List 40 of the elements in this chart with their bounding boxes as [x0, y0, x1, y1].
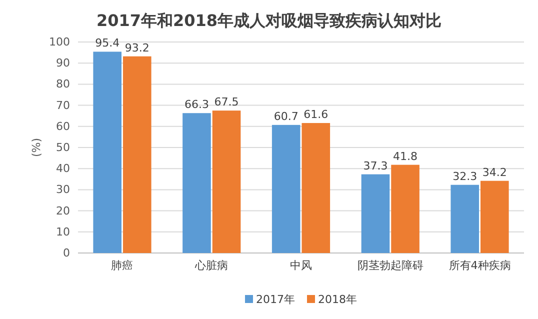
bar: [212, 110, 241, 253]
y-tick-label: 30: [56, 183, 70, 196]
data-label: 60.7: [274, 110, 298, 123]
x-tick-label: 中风: [290, 258, 312, 272]
data-label: 32.3: [452, 170, 478, 183]
y-tick-label: 60: [56, 120, 70, 133]
bar: [361, 174, 390, 253]
x-tick-label: 所有4种疾病: [448, 258, 511, 272]
y-tick-label: 10: [56, 225, 70, 238]
y-tick-label: 50: [56, 141, 70, 154]
data-label: 66.3: [184, 98, 209, 112]
y-tick-label: 90: [56, 56, 70, 70]
y-axis-title: (%): [30, 138, 43, 158]
x-tick-label: 心脏病: [194, 258, 228, 272]
y-tick-label: 20: [56, 204, 70, 218]
bar: [93, 52, 122, 253]
bar: [122, 56, 152, 253]
bar: [391, 164, 420, 253]
legend-label: 2017年: [256, 293, 295, 306]
data-label: 37.3: [363, 159, 388, 172]
data-label: 61.6: [304, 108, 328, 122]
y-tick-label: 0: [63, 246, 70, 260]
bar: [450, 184, 480, 253]
y-tick-label: 100: [49, 36, 70, 49]
x-tick-label: 肺癌: [111, 258, 134, 272]
data-label: 93.2: [124, 41, 150, 54]
y-tick-label: 40: [56, 162, 70, 176]
bar: [272, 124, 300, 253]
data-label: 67.5: [214, 96, 239, 109]
data-label: 34.2: [482, 166, 507, 179]
chart-title: 2017年和2018年成人对吸烟导致疾病认知对比: [96, 11, 442, 30]
data-label: 41.8: [393, 150, 418, 163]
data-label: 95.4: [95, 36, 120, 50]
legend-label: 2018年: [318, 293, 357, 306]
bar: [302, 123, 330, 253]
x-tick-label: 阴茎勃起障碍: [357, 258, 424, 272]
bar: [182, 113, 211, 253]
y-tick-label: 80: [56, 78, 70, 91]
bar: [480, 180, 509, 253]
y-tick-label: 70: [56, 98, 70, 112]
